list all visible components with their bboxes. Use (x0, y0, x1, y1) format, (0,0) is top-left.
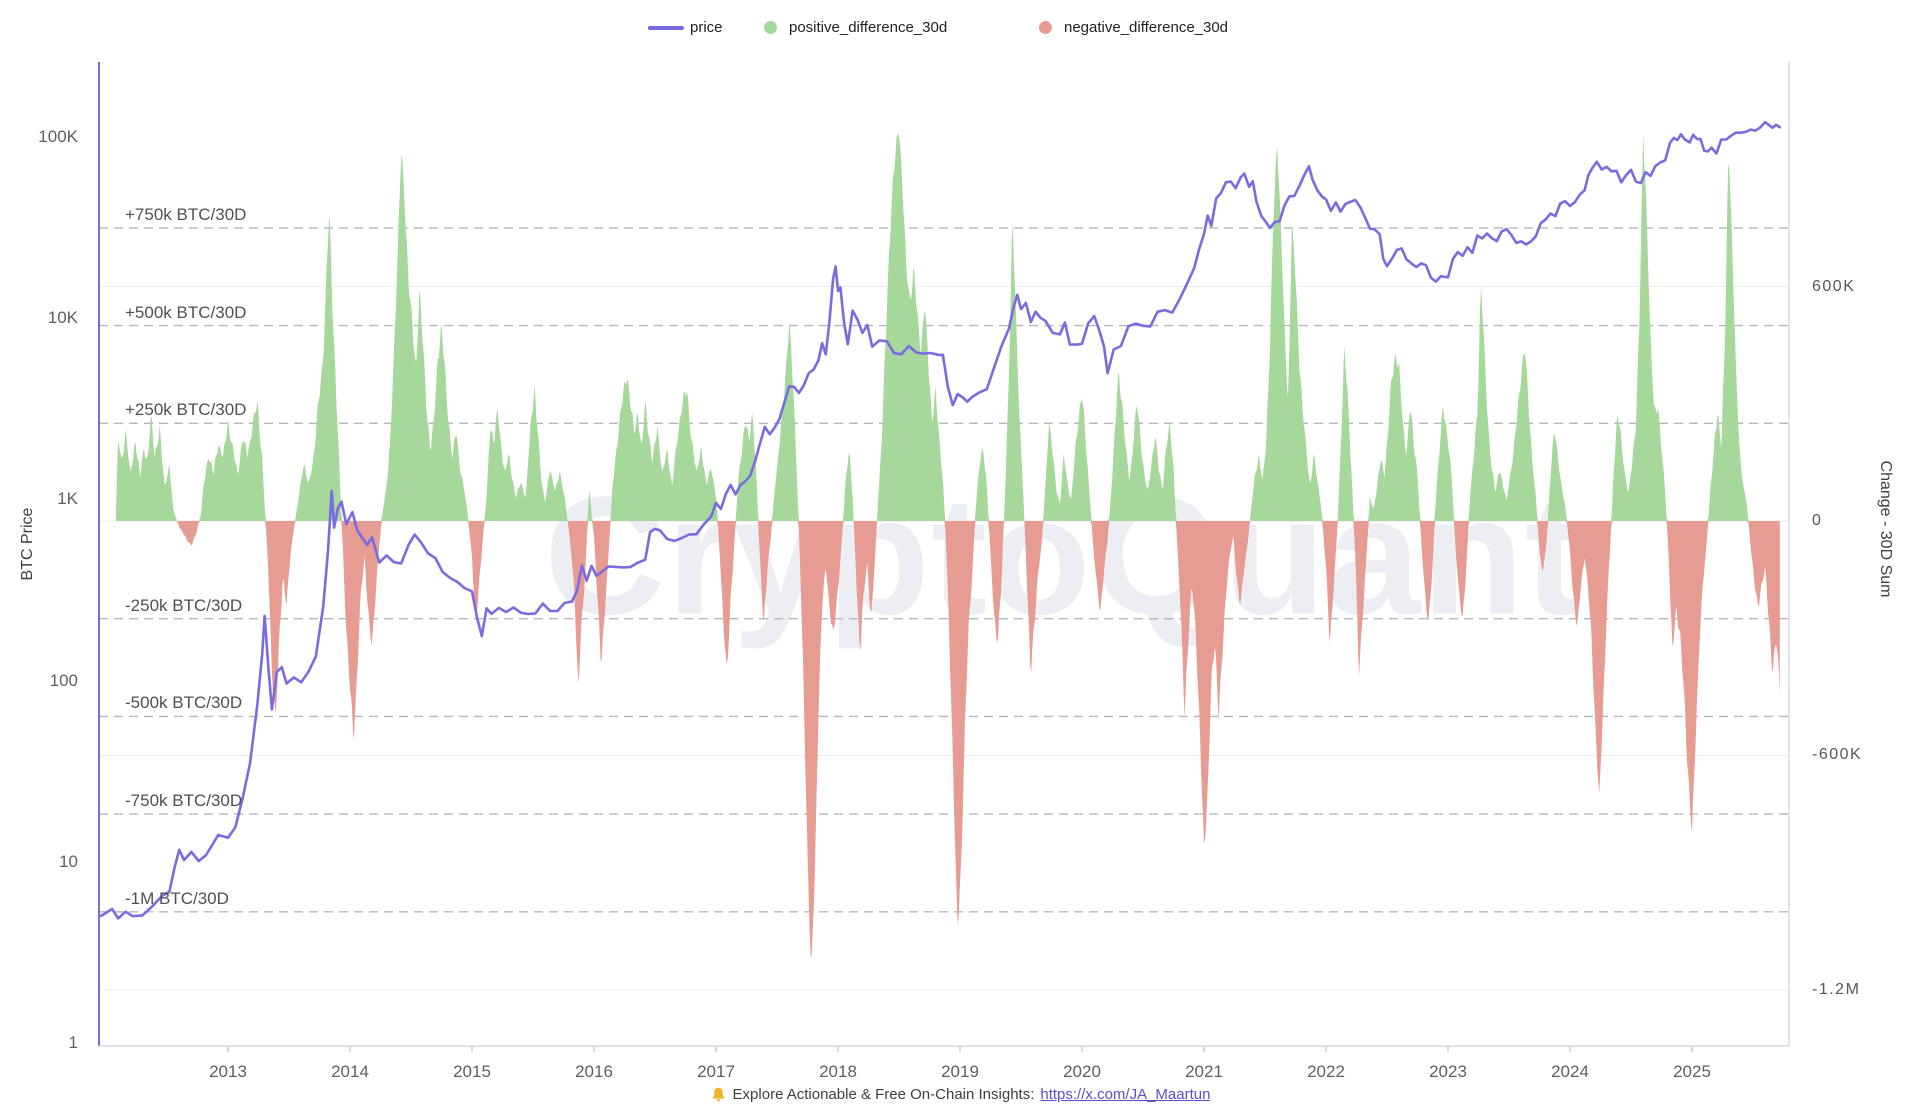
x-axis-year-label: 2022 (1307, 1062, 1345, 1081)
threshold-label: +250k BTC/30D (125, 400, 247, 420)
x-axis-year-label: 2016 (575, 1062, 613, 1081)
left-axis-tick-label: 10K (47, 308, 78, 328)
left-axis-tick-label: 100 (49, 670, 78, 690)
x-axis-year-label: 2020 (1063, 1062, 1101, 1081)
left-axis-tick-label: 10 (59, 851, 78, 871)
legend-item-price[interactable]: price (690, 19, 723, 36)
price-line (99, 120, 1782, 920)
left-axis-tick-label: 1 (68, 1033, 78, 1052)
right-axis-title: Change - 30D Sum (1877, 460, 1894, 598)
right-axis-tick-label: 600K (1812, 277, 1856, 295)
threshold-label: -500k BTC/30D (125, 693, 243, 713)
threshold-label: -750k BTC/30D (125, 791, 243, 811)
positive-series-swatch[interactable] (764, 21, 777, 34)
threshold-label: -250k BTC/30D (125, 595, 243, 615)
x-axis-year-label: 2019 (941, 1062, 979, 1081)
x-axis-year-label: 2013 (209, 1062, 247, 1081)
bell-icon (712, 1087, 724, 1102)
right-axis-tick-label: 0 (1812, 512, 1823, 529)
x-axis-year-label: 2017 (697, 1062, 735, 1081)
x-axis-year-label: 2015 (453, 1062, 491, 1081)
threshold-label: +500k BTC/30D (125, 302, 247, 322)
x-axis-year-label: 2021 (1185, 1062, 1223, 1081)
chart-legend: price positive_difference_30d negative_d… (0, 0, 1920, 56)
price-line-swatch[interactable] (648, 26, 684, 30)
right-axis-tick-label: -1.2M (1812, 980, 1861, 998)
x-axis-year-label: 2014 (331, 1062, 369, 1081)
footer-text: Explore Actionable & Free On-Chain Insig… (732, 1086, 1035, 1103)
left-axis-tick-label: 1K (57, 489, 78, 509)
threshold-label: +750k BTC/30D (125, 204, 247, 224)
right-axis-tick-label: -600K (1812, 746, 1863, 764)
x-axis-year-label: 2023 (1429, 1062, 1467, 1081)
left-axis-tick-label: 100K (38, 127, 78, 146)
x-axis-year-label: 2025 (1673, 1062, 1711, 1081)
footer: Explore Actionable & Free On-Chain Insig… (0, 1086, 1920, 1103)
x-axis-year-label: 2018 (819, 1062, 857, 1081)
threshold-label: -1M BTC/30D (125, 888, 229, 908)
negative-series-swatch[interactable] (1039, 21, 1052, 34)
positive-difference-area (115, 133, 1780, 522)
legend-item-positive[interactable]: positive_difference_30d (789, 19, 948, 36)
legend-item-negative[interactable]: negative_difference_30d (1064, 19, 1229, 36)
negative-difference-area (115, 521, 1780, 958)
x-axis-year-label: 2024 (1551, 1062, 1589, 1081)
footer-link[interactable]: https://x.com/JA_Maartun (1040, 1086, 1211, 1103)
